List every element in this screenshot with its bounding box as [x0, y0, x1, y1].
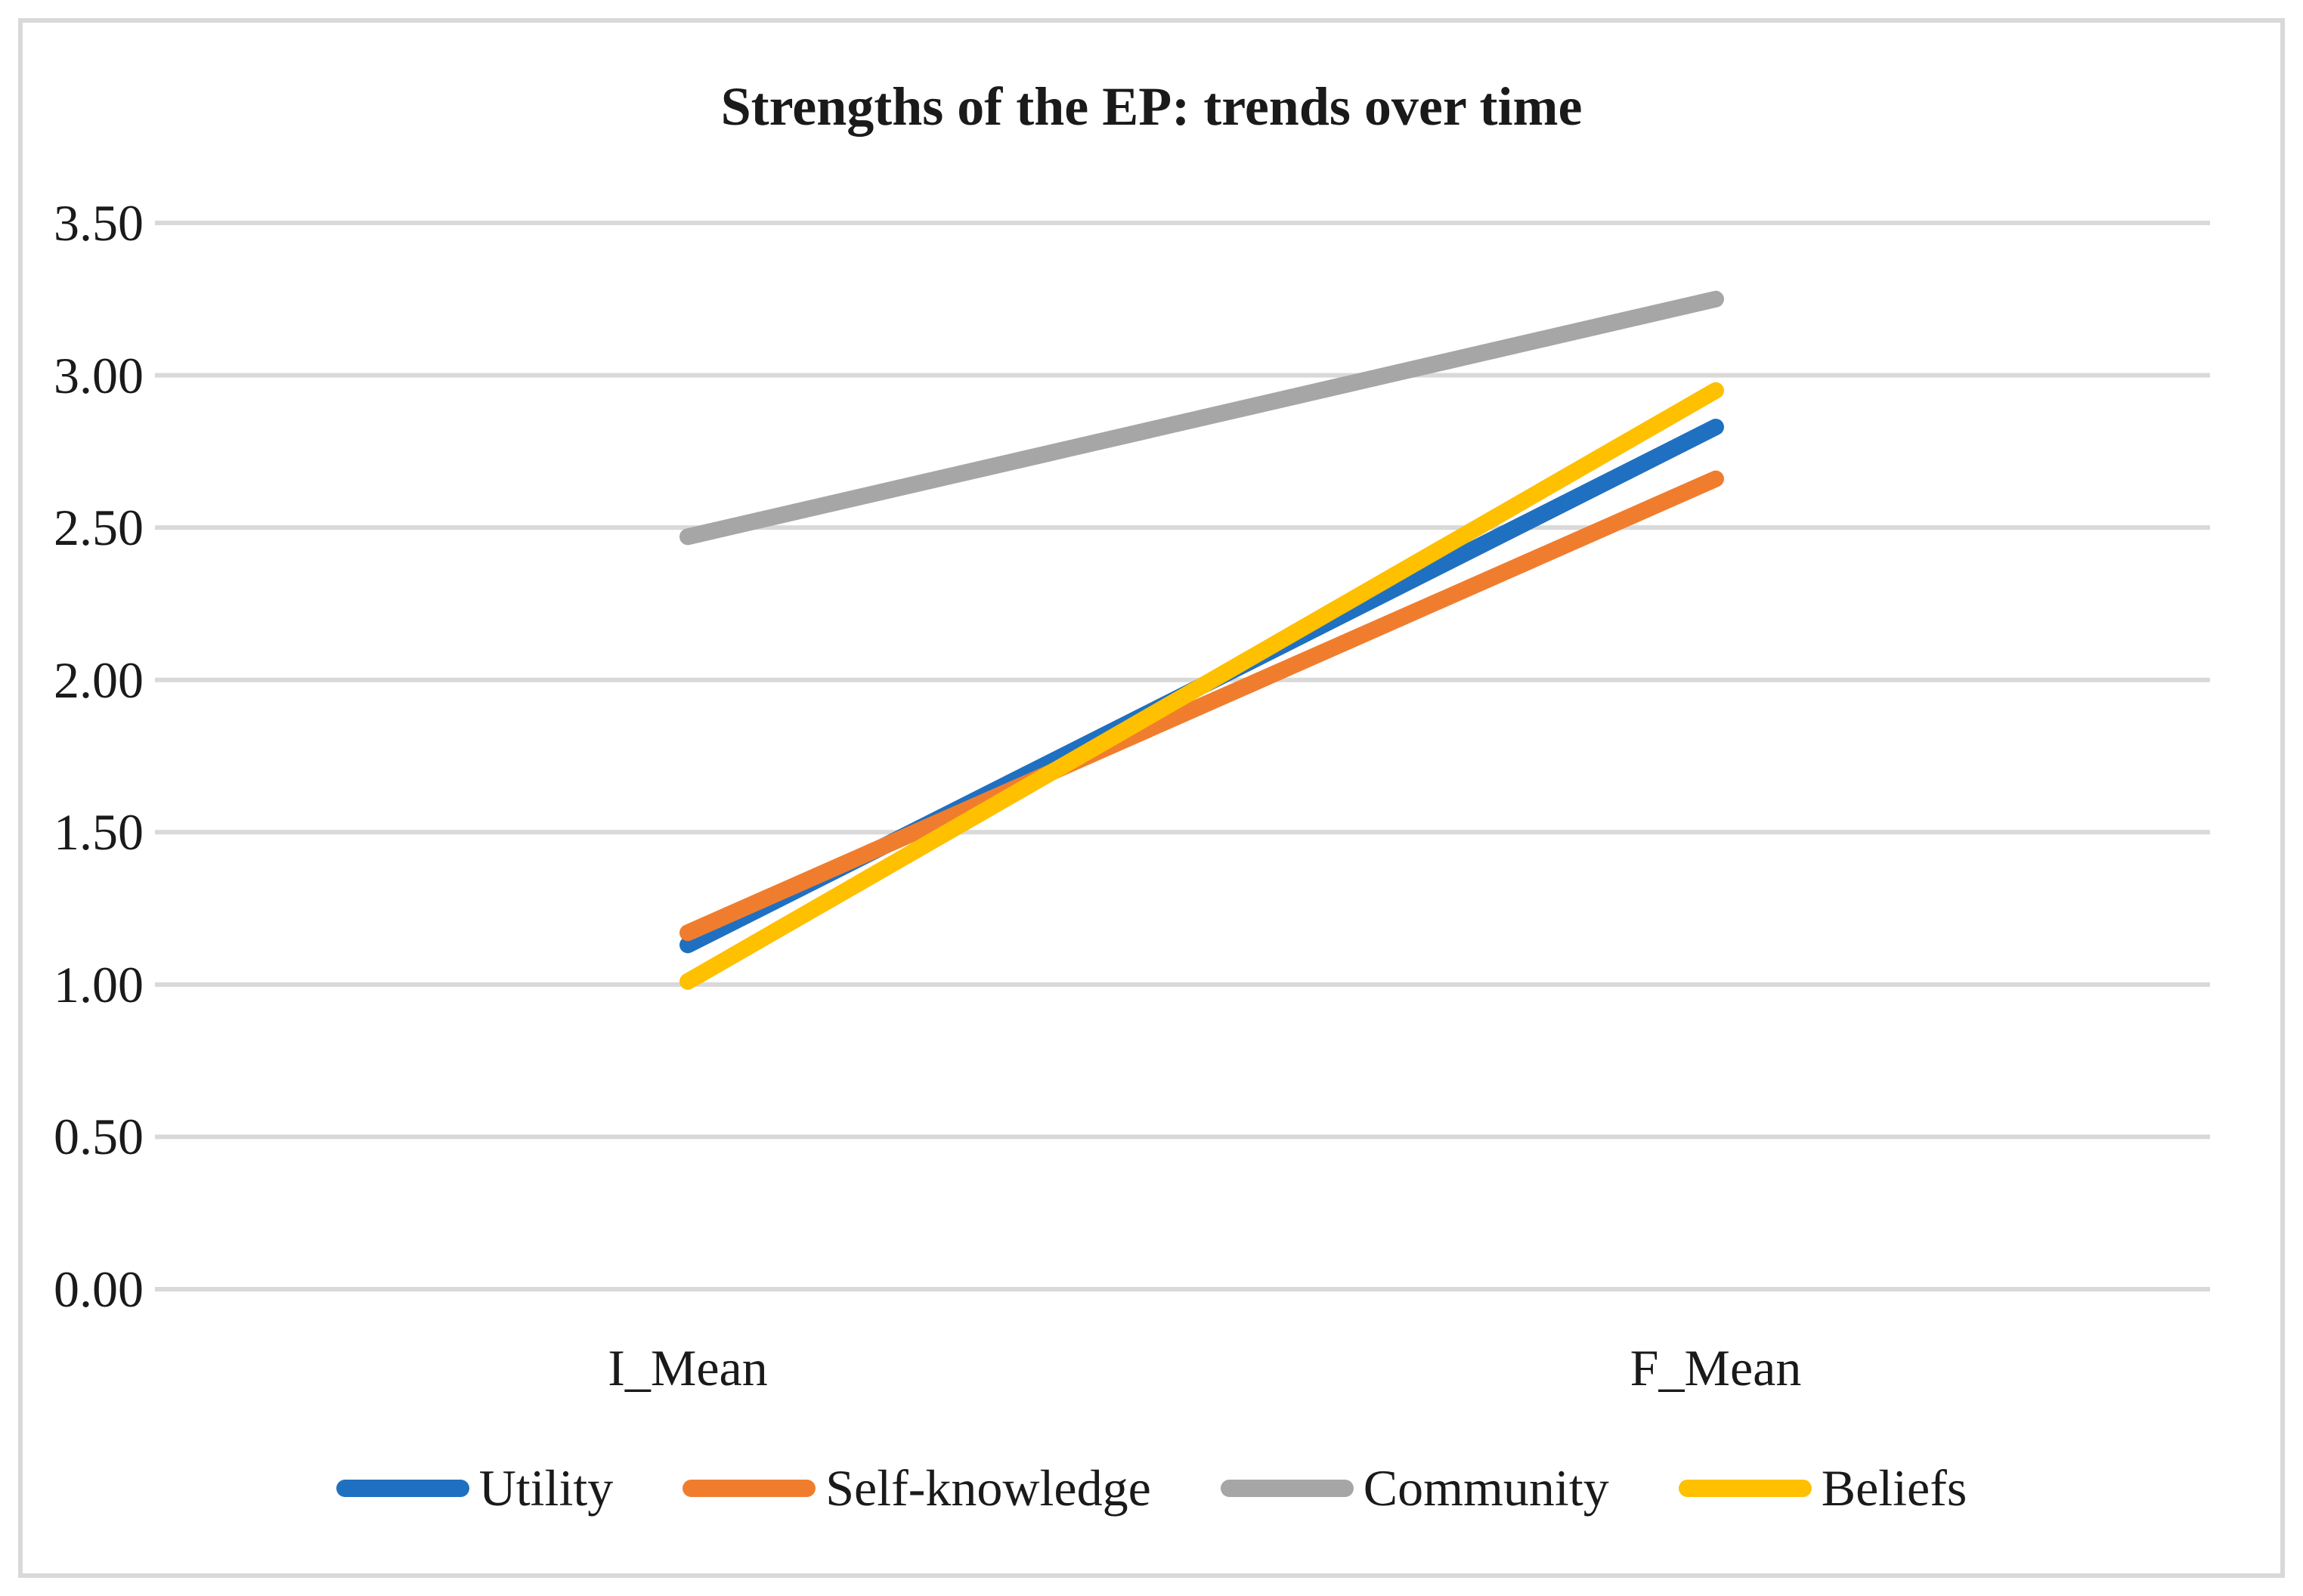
legend-item-utility: Utility: [336, 1454, 614, 1522]
legend-label: Community: [1363, 1459, 1609, 1517]
x-axis-category-label: I_Mean: [608, 1339, 768, 1396]
y-axis-tick-label: 0.50: [54, 1108, 144, 1166]
legend-swatch-beliefs: [1678, 1479, 1812, 1497]
series-line-community: [679, 290, 1724, 546]
legend-item-self-knowledge: Self-knowledge: [683, 1454, 1151, 1522]
chart-title: Strengths of the EP: trends over time: [720, 76, 1583, 137]
legend-label: Utility: [478, 1459, 614, 1517]
legend-label: Self-knowledge: [825, 1459, 1151, 1517]
x-axis-category-label: F_Mean: [1630, 1339, 1802, 1396]
gridlines: [155, 221, 2210, 1291]
legend-swatch-utility: [336, 1479, 469, 1497]
legend-swatch-self-knowledge: [683, 1479, 816, 1497]
legend-label: Beliefs: [1821, 1459, 1967, 1517]
series-line-self-knowledge: [679, 470, 1724, 942]
y-axis-tick-label: 1.50: [54, 803, 144, 861]
legend-swatch-community: [1220, 1479, 1354, 1497]
legend: Utility Self-knowledge Community Beliefs: [0, 1454, 2303, 1522]
legend-item-beliefs: Beliefs: [1678, 1454, 1967, 1522]
series-lines: [679, 290, 1724, 990]
y-axis-tick-label: 2.50: [54, 499, 144, 557]
y-axis-tick-label: 0.00: [54, 1260, 144, 1318]
legend-item-community: Community: [1220, 1454, 1609, 1522]
y-axis-tick-label: 1.00: [54, 955, 144, 1013]
y-axis-tick-label: 3.00: [54, 346, 144, 404]
series-line-beliefs: [679, 382, 1724, 990]
y-axis-tick-label: 2.00: [54, 651, 144, 709]
y-axis-tick-label: 3.50: [54, 194, 144, 252]
